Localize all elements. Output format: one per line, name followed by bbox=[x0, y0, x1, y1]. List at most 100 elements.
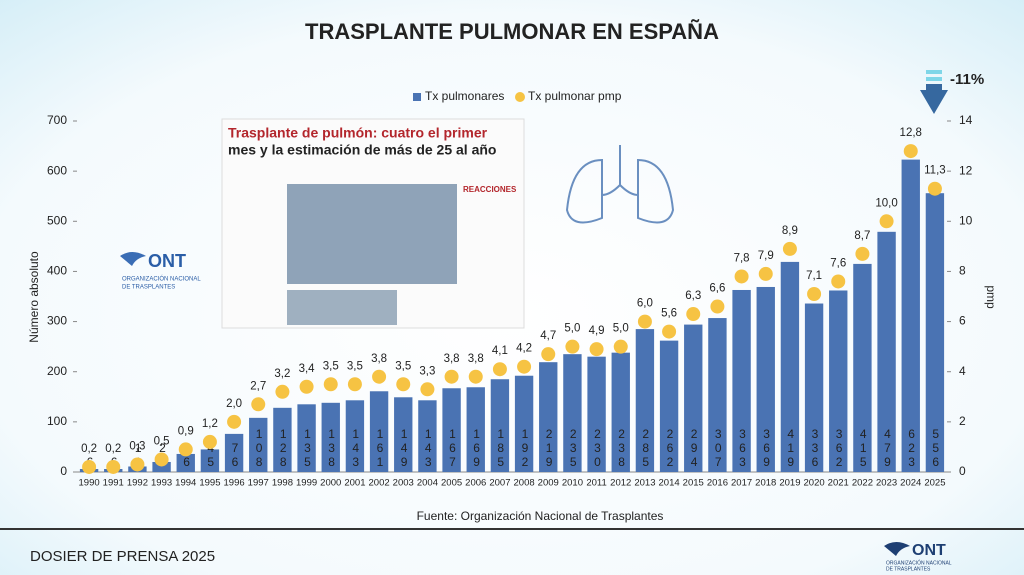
pmp-label: 11,3 bbox=[924, 165, 946, 177]
pmp-label: 7,6 bbox=[830, 257, 846, 269]
bar-value-label: 623 bbox=[905, 427, 919, 469]
bar bbox=[901, 159, 920, 473]
pmp-dot bbox=[130, 457, 145, 472]
logo-subtitle: DE TRASPLANTES bbox=[122, 285, 175, 291]
bar-value-label: 108 bbox=[252, 427, 266, 469]
bar-value-label: 128 bbox=[276, 427, 290, 469]
clipping: Trasplante de pulmón: cuatro el primer m… bbox=[221, 118, 525, 329]
pmp-dot bbox=[855, 246, 870, 261]
y2-tick-label: 8 bbox=[959, 264, 966, 278]
x-tick-label: 2016 bbox=[707, 478, 728, 489]
bar-value-label: 415 bbox=[856, 427, 870, 469]
pmp-label: 2,7 bbox=[250, 380, 266, 392]
pmp-dot bbox=[251, 397, 266, 412]
pmp-dot bbox=[154, 452, 169, 467]
x-tick-label: 2025 bbox=[924, 478, 945, 489]
logo-icon bbox=[884, 542, 910, 556]
pmp-dot bbox=[396, 377, 411, 392]
bar bbox=[684, 324, 703, 472]
x-tick-label: 2023 bbox=[876, 478, 897, 489]
bar bbox=[200, 449, 220, 472]
x-tick-label: 1992 bbox=[127, 478, 148, 489]
x-tick-label: 2020 bbox=[804, 478, 825, 489]
y2-tick-label: 12 bbox=[959, 163, 973, 177]
pmp-dot bbox=[879, 214, 894, 229]
x-tick-label: 2007 bbox=[489, 478, 510, 489]
pmp-dot bbox=[372, 369, 387, 384]
pmp-dot bbox=[782, 241, 797, 256]
legend-label: Tx pulmonares bbox=[425, 89, 504, 103]
pmp-label: 5,0 bbox=[564, 323, 580, 335]
logo-subtitle: ORGANIZACIÓN NACIONAL bbox=[122, 276, 201, 283]
pmp-dot bbox=[299, 379, 314, 394]
pmp-dot bbox=[444, 369, 459, 384]
bar-value-label: 369 bbox=[760, 427, 774, 469]
bar-value-label: 479 bbox=[880, 427, 894, 469]
bar bbox=[708, 318, 727, 472]
bar-value-label: 219 bbox=[542, 427, 556, 469]
bar-value-label: 76 bbox=[228, 441, 242, 469]
y2-tick-label: 6 bbox=[959, 314, 966, 328]
x-tick-label: 1993 bbox=[151, 478, 172, 489]
pmp-label: 8,7 bbox=[854, 230, 870, 242]
pmp-dot bbox=[202, 434, 217, 449]
pmp-dot bbox=[492, 362, 507, 377]
y-tick-label: 200 bbox=[47, 364, 67, 378]
y2-tick-label: 4 bbox=[959, 364, 966, 378]
legend-marker bbox=[413, 93, 421, 101]
bar-value-label: 161 bbox=[373, 427, 387, 469]
y2-tick-label: 14 bbox=[959, 113, 973, 127]
y-axis-title: Número absoluto bbox=[27, 251, 41, 343]
logo-name: ONT bbox=[912, 542, 946, 559]
x-tick-label: 1997 bbox=[248, 478, 269, 489]
pmp-label: 7,9 bbox=[758, 250, 774, 262]
bar bbox=[611, 352, 630, 472]
x-tick-label: 2021 bbox=[828, 478, 849, 489]
pmp-label: 5,6 bbox=[661, 308, 677, 320]
bar bbox=[249, 417, 268, 472]
bar bbox=[780, 261, 800, 472]
bar-value-label: 363 bbox=[735, 427, 749, 469]
logo-subtitle: DE TRASPLANTES bbox=[886, 566, 931, 572]
pmp-dot bbox=[807, 286, 822, 301]
pmp-label: 6,3 bbox=[685, 290, 701, 302]
bar-value-label: 285 bbox=[639, 427, 653, 469]
bar-value-label: 138 bbox=[325, 427, 339, 469]
pmp-label: 6,0 bbox=[637, 298, 653, 310]
bar-value-label: 235 bbox=[566, 427, 580, 469]
y2-tick-label: 2 bbox=[959, 414, 966, 428]
x-tick-label: 2005 bbox=[441, 478, 462, 489]
pmp-dot bbox=[565, 339, 580, 354]
bar bbox=[829, 290, 848, 472]
bar bbox=[345, 400, 365, 472]
bar-value-label: 262 bbox=[663, 427, 677, 469]
pmp-dot bbox=[82, 459, 97, 474]
y-tick-label: 100 bbox=[47, 414, 67, 428]
bar bbox=[659, 340, 679, 472]
y-tick-label: 400 bbox=[47, 264, 67, 278]
pmp-label: 8,9 bbox=[782, 225, 798, 237]
arrow-stripe bbox=[926, 77, 942, 81]
pmp-label: 7,1 bbox=[806, 270, 822, 282]
y-tick-label: 300 bbox=[47, 314, 67, 328]
pmp-label: 3,3 bbox=[419, 365, 435, 377]
x-tick-label: 2022 bbox=[852, 478, 873, 489]
pmp-label: 4,9 bbox=[589, 325, 605, 337]
pmp-label: 4,7 bbox=[540, 330, 556, 342]
x-tick-label: 2012 bbox=[610, 478, 631, 489]
pmp-dot bbox=[420, 382, 435, 397]
pmp-dot bbox=[637, 314, 652, 329]
y-tick-label: 0 bbox=[60, 464, 67, 478]
bar bbox=[466, 387, 485, 472]
pmp-dot bbox=[589, 342, 604, 357]
pmp-dot bbox=[903, 144, 918, 159]
lungs-icon bbox=[565, 145, 675, 224]
pmp-dot bbox=[686, 307, 701, 322]
bar bbox=[853, 263, 872, 472]
x-tick-label: 2001 bbox=[344, 478, 365, 489]
bar bbox=[514, 375, 534, 472]
logo-icon bbox=[120, 252, 146, 266]
source: Fuente: Organización Nacional de Traspla… bbox=[417, 509, 664, 523]
x-tick-label: 2017 bbox=[731, 478, 752, 489]
